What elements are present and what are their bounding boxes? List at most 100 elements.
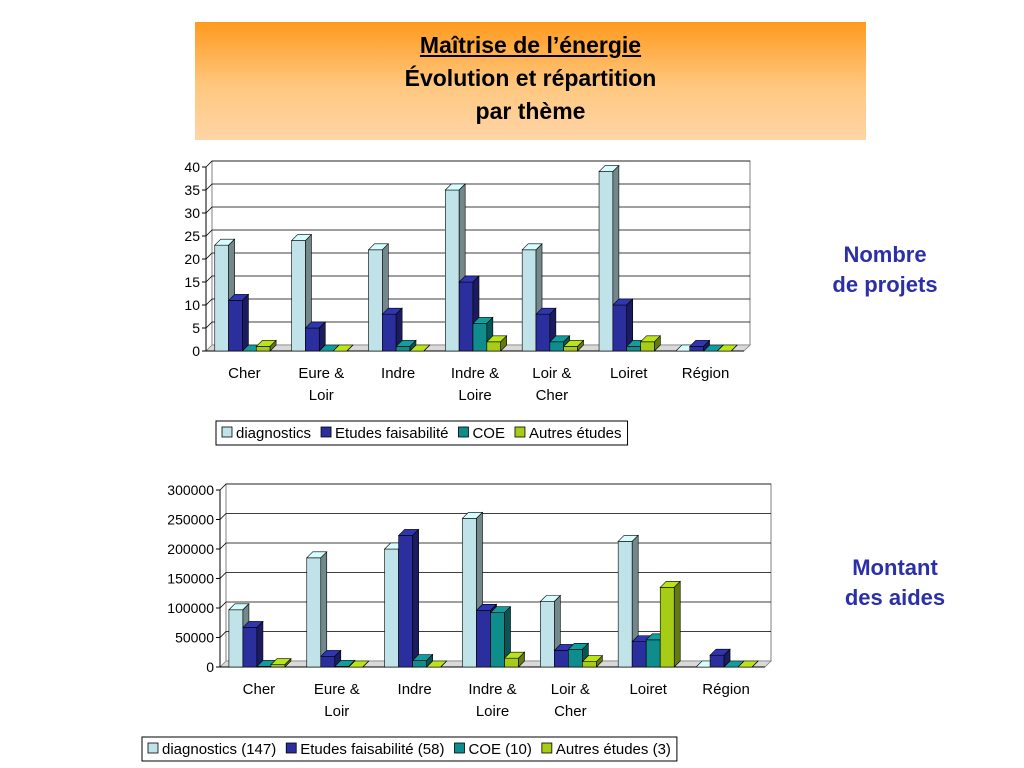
bar-etudes xyxy=(397,528,420,668)
chart-1-category-label: Région xyxy=(682,365,730,382)
chart-1-ytick-label: 25 xyxy=(184,228,200,244)
chart-2-category-label: Eure & xyxy=(314,681,360,698)
bar-etudes xyxy=(612,298,634,352)
bar-autres xyxy=(737,660,759,668)
chart-1-ytick-label: 5 xyxy=(192,320,200,336)
legend-label-etudes: Etudes faisabilité (58) xyxy=(300,741,444,758)
chart-1-ytick-label: 20 xyxy=(184,251,200,267)
chart-2-category-label: Loiret xyxy=(629,681,667,698)
chart-1-category-label: Loire xyxy=(458,387,491,404)
bar-coe xyxy=(567,642,590,668)
legend-swatch-autres xyxy=(541,742,553,754)
chart-1-gridline xyxy=(205,275,750,283)
chart-1-ytick-label: 40 xyxy=(184,159,200,175)
chart-montant-aides: 0 50000 100000 150000 200000 250000 300000 Cher… xyxy=(141,482,772,762)
chart-1-ytick-label: 0 xyxy=(192,343,200,359)
chart-1-gridline xyxy=(205,183,750,191)
bar-diagnostics xyxy=(214,238,236,352)
bar-autres xyxy=(255,339,277,352)
chart-2-ytick-label: 300000 xyxy=(167,482,214,498)
chart-1-ytick-label: 15 xyxy=(184,274,200,290)
chart-1-ytick-label: 30 xyxy=(184,205,200,221)
chart-2-plot: 0 50000 100000 150000 200000 250000 300000 Cher… xyxy=(167,482,772,720)
chart-2-ytick-label: 150000 xyxy=(167,571,214,587)
side-label-montant-line1: Montant xyxy=(852,555,938,580)
legend-swatch-autres xyxy=(514,426,526,438)
chart-1-category-label: Indre & xyxy=(451,365,499,382)
bar-diagnostics xyxy=(367,243,390,352)
chart-1-plot: 0 5 10 15 20 25 30 35 40 Cher Eure & Loir Indre Indre… xyxy=(184,159,751,404)
chart-2-category-label: Cher xyxy=(554,703,587,720)
bar-coe xyxy=(489,605,512,668)
bar-autres xyxy=(639,335,662,352)
chart-2-gridline xyxy=(219,542,771,550)
side-label-nombre: Nombre de projets xyxy=(805,240,965,300)
chart-nombre-projets: 0 5 10 15 20 25 30 35 40 Cher Eure & Loir Indre Indre… xyxy=(184,159,751,446)
chart-1-ytick-label: 10 xyxy=(184,297,200,313)
chart-1-category-label: Loiret xyxy=(610,365,648,382)
side-label-nombre-line2: de projets xyxy=(832,272,938,297)
bar-autres xyxy=(332,344,354,352)
legend-label-coe: COE xyxy=(472,425,505,442)
chart-2-category-label: Indre xyxy=(398,681,432,698)
chart-1-category-label: Eure & xyxy=(298,365,344,382)
chart-2-legend-box xyxy=(141,736,678,762)
chart-2-legend: diagnostics (147) Etudes faisabilité (58)… xyxy=(141,736,678,762)
chart-1-category-label: Loir & xyxy=(532,365,571,382)
chart-2-ytick-label: 50000 xyxy=(175,630,214,646)
bar-autres xyxy=(409,344,431,352)
chart-1-gridline xyxy=(205,321,750,329)
bar-autres xyxy=(716,344,738,352)
chart-1-legend-box xyxy=(215,420,629,446)
chart-2-gridline xyxy=(219,601,771,609)
legend-label-autres: Autres études xyxy=(529,425,622,442)
side-label-montant: Montant des aides xyxy=(815,553,975,613)
bar-etudes xyxy=(689,339,711,352)
bar-autres xyxy=(425,660,448,668)
bar-coe xyxy=(395,339,417,352)
chart-2-gridline xyxy=(219,631,771,638)
chart-1-category-label: Cher xyxy=(228,365,261,382)
legend-swatch-diagnostics xyxy=(147,742,159,754)
chart-1-gridline xyxy=(205,252,750,260)
chart-2-ytick-label: 200000 xyxy=(167,541,214,557)
bar-autres xyxy=(486,335,508,352)
bar-etudes xyxy=(304,321,327,352)
title-line-2: Évolution et répartition xyxy=(404,65,657,91)
chart-2-ytick-label: 0 xyxy=(206,659,214,675)
legend-swatch-etudes xyxy=(285,742,297,754)
bar-autres xyxy=(562,339,585,352)
title-banner: Maîtrise de l’énergie Évolution et répar… xyxy=(195,22,866,140)
bar-autres xyxy=(270,657,292,668)
bar-diagnostics xyxy=(290,233,313,352)
bar-diagnostics xyxy=(306,551,328,668)
chart-1-gridline xyxy=(205,229,750,237)
chart-2-ytick-label: 250000 xyxy=(167,512,214,528)
bar-autres xyxy=(348,660,370,668)
bar-etudes xyxy=(242,620,264,668)
bar-autres xyxy=(503,651,526,668)
legend-label-diagnostics: diagnostics xyxy=(236,425,311,442)
chart-2-category-label: Cher xyxy=(243,681,276,698)
legend-swatch-coe xyxy=(454,742,465,754)
chart-1-ytick-label: 35 xyxy=(184,182,200,198)
chart-2-gridline xyxy=(219,513,771,520)
legend-label-diagnostics: diagnostics (147) xyxy=(162,741,276,758)
chart-2-ytick-label: 100000 xyxy=(167,600,214,616)
bar-autres xyxy=(659,580,681,668)
legend-swatch-coe xyxy=(458,426,469,438)
legend-swatch-etudes xyxy=(320,426,332,438)
title-line-3: par thème xyxy=(475,98,586,124)
chart-2-category-label: Loir & xyxy=(551,681,590,698)
bar-diagnostics xyxy=(461,511,484,668)
chart-2-category-label: Région xyxy=(702,681,750,698)
chart-1-legend: diagnostics Etudes faisabilité COE Autres é… xyxy=(215,420,629,446)
bar-etudes xyxy=(227,293,250,352)
chart-1-category-label: Cher xyxy=(536,387,569,404)
legend-label-etudes: Etudes faisabilité xyxy=(335,425,448,442)
legend-label-coe: COE (10) xyxy=(468,741,531,758)
title-line-1: Maîtrise de l’énergie xyxy=(419,32,642,58)
side-label-nombre-line1: Nombre xyxy=(843,242,927,267)
chart-1-gridline xyxy=(205,206,750,214)
bar-diagnostics xyxy=(617,534,639,668)
